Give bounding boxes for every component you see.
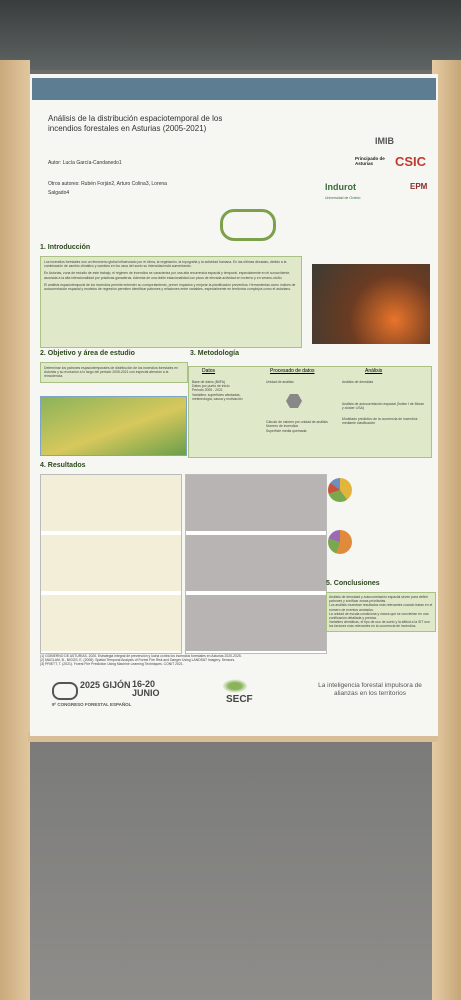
footer-slogan: La inteligencia forestal impulsora de al… [318, 682, 422, 697]
title: Análisis de la distribución espaciotempo… [48, 114, 223, 133]
column-head: Datos [202, 368, 216, 374]
logo: Indurot [325, 182, 356, 192]
item: Variables: superficies afectadas, meteor… [192, 392, 243, 401]
methods-box [188, 366, 432, 458]
other-authors: Otros autores: Rubén Forján2, Arturo Col… [48, 181, 167, 196]
logo: Universidad de Oviedo [325, 196, 361, 200]
item: Superficie media quemada [266, 428, 307, 433]
pie-graphic [328, 530, 352, 554]
ceiling [0, 0, 461, 70]
item: Unidad de análisis [266, 380, 294, 384]
hexagon [286, 394, 302, 408]
reference: (3) PRIETT, T. (2021). Forest Fire Predi… [40, 662, 184, 667]
author: Autor: Lucía García-Candanedo1 [48, 160, 122, 166]
column-head: Procesado de datos [270, 368, 315, 374]
column-head: Análisis [365, 368, 383, 374]
reference: (2) MAGLAM, B., BIGGS, E. (2008). Spatia… [40, 658, 236, 663]
intro-box: Los incendios forestales son un fenómeno… [40, 256, 302, 348]
section-heading: 1. Introducción [40, 244, 91, 251]
item: La unidad de escala condiciona y marca q… [329, 611, 429, 621]
pie-graphic [328, 478, 352, 502]
secf-tree [220, 678, 250, 694]
objective-box: Determinar los patrones espaciotemporale… [40, 362, 188, 383]
fire-photo [312, 264, 430, 344]
item: Análisis de autocorrelación espacial (Ín… [342, 402, 425, 411]
reference: (1) GOBIERNO DE ASTURIAS. 2020. Estrateg… [40, 654, 242, 658]
poster: Análisis de la distribución espaciotempo… [30, 74, 438, 736]
item: Modelado predictivo de la ocurrencia de … [342, 416, 418, 425]
cluster-maps [185, 474, 327, 654]
section-heading: 3. Metodología [190, 350, 239, 357]
footer-dates: 16-20 JUNIO [132, 679, 160, 698]
item: Análisis de densidad y autocorrelación e… [329, 595, 429, 604]
congress-logo [52, 682, 78, 700]
footer-society: SECF [226, 694, 253, 705]
density-maps [40, 474, 182, 654]
analysis-list: Análisis de densidad Análisis de autocor… [342, 380, 426, 425]
easel-bar [28, 732, 438, 742]
floor [0, 735, 461, 1000]
logo: Principado de Asturias [355, 156, 385, 166]
section-heading: 5. Conclusiones [326, 580, 380, 587]
congress-logo [220, 209, 276, 241]
logo: EPM [410, 182, 428, 191]
references: (1) GOBIERNO DE ASTURIAS. 2020. Estrateg… [40, 654, 320, 667]
logo: IMIB [375, 136, 394, 146]
item: Variables climáticas, el tipo de uso de … [329, 620, 430, 629]
paragraph: En Asturias, zona de estudio de este tra… [44, 271, 291, 280]
logo: CSIC [395, 154, 427, 169]
easel-left [0, 60, 30, 1000]
item: Los análisis muestran resultados más rel… [329, 603, 433, 612]
item: Análisis de densidad [342, 380, 374, 384]
item: Periodo 2005 - 2021 [192, 388, 223, 393]
item: Datos por punto de inicio [192, 384, 230, 389]
study-area-map [40, 396, 187, 456]
processing-list: Unidad de análisis Cálculo de valores po… [266, 380, 338, 433]
paragraph: El análisis espaciotemporal de los incen… [44, 282, 296, 292]
paragraph: Los incendios forestales son un fenómeno… [44, 260, 287, 269]
footer-congress: 9º CONGRESO FORESTAL ESPAÑOL [52, 702, 132, 707]
item: Cálculo de valores por unidad de análisi… [266, 420, 328, 425]
header-band [32, 78, 436, 100]
item: Base de datos (BIIFA) [192, 380, 226, 384]
footer-year: 2025 GIJÓN [80, 680, 131, 690]
section-heading: 4. Resultados [40, 462, 86, 469]
data-list: Base de datos (BIIFA) Datos por punto de… [192, 380, 262, 401]
section-heading: 2. Objetivo y área de estudio [40, 350, 135, 357]
item: Número de incendios [266, 424, 299, 429]
conclusions-box: Análisis de densidad y autocorrelación e… [326, 592, 436, 632]
